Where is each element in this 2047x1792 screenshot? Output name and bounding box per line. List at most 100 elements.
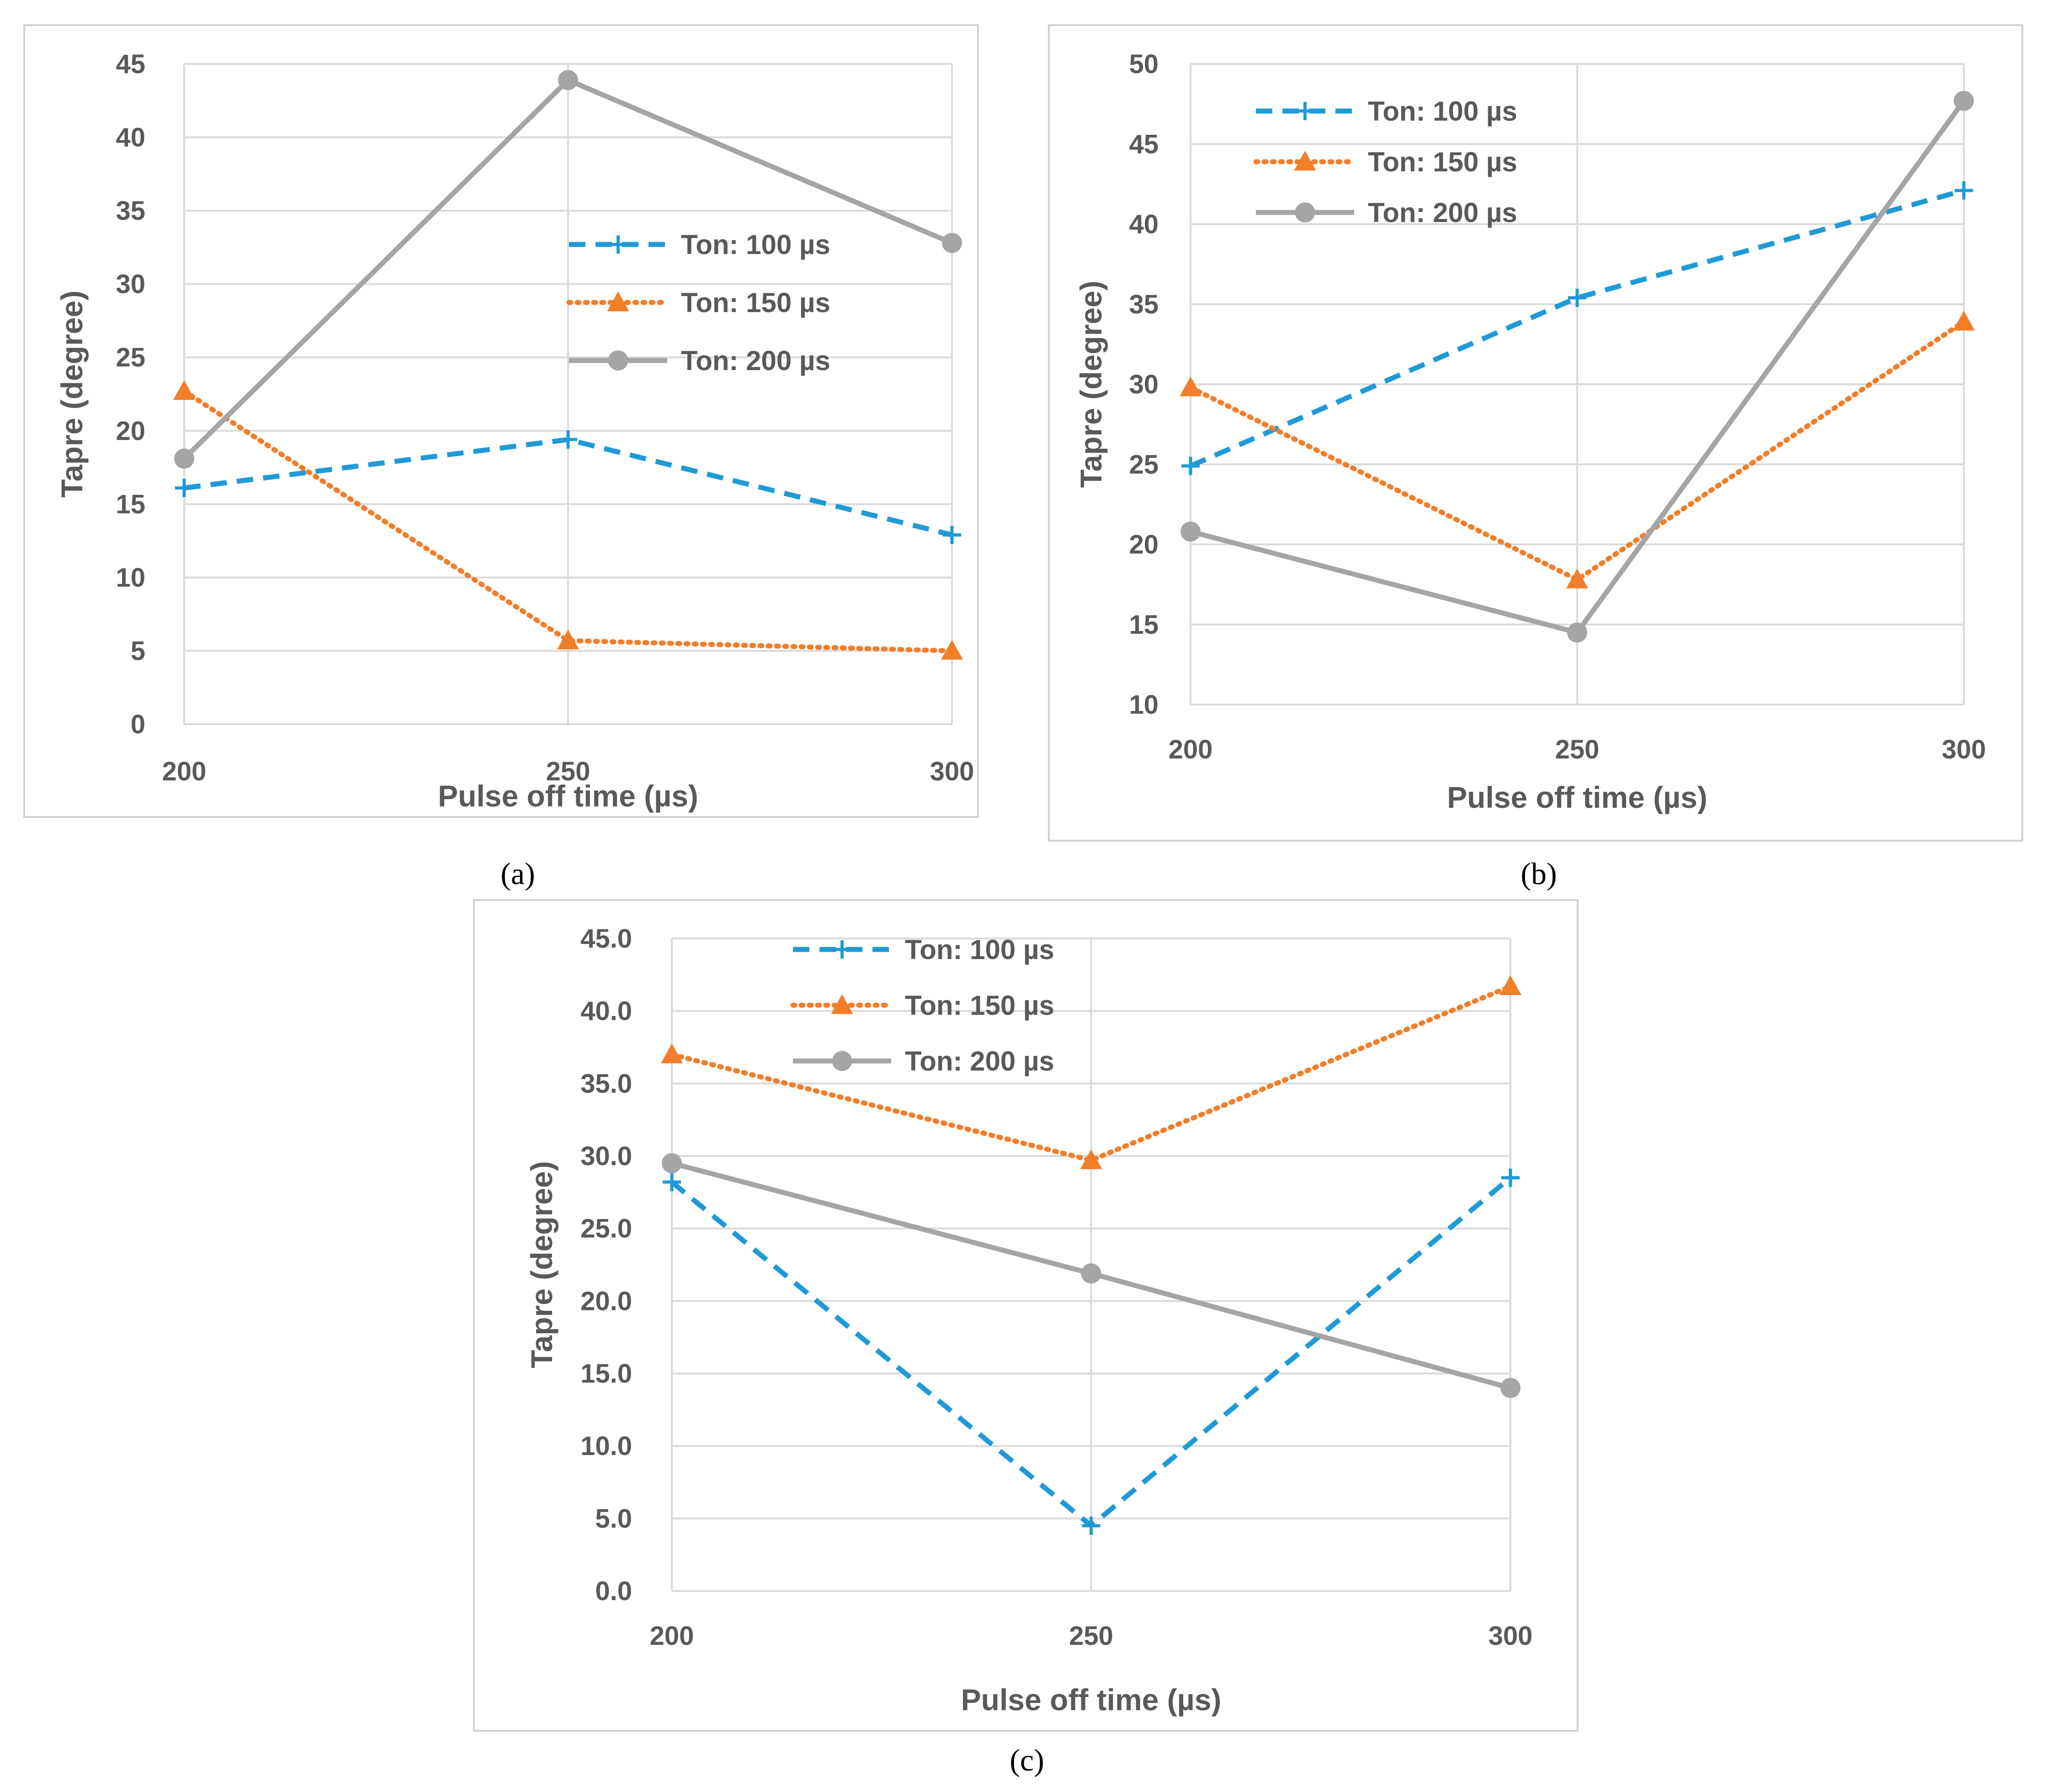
legend-marker-ton-150 — [831, 994, 853, 1014]
data-point-ton-200 — [558, 70, 578, 90]
chart-frame — [473, 899, 1579, 1732]
data-point-ton-200 — [942, 233, 962, 253]
y-tick-label: 20.0 — [580, 1286, 632, 1316]
y-tick-label: 10 — [1129, 690, 1159, 720]
x-tick-label: 250 — [546, 757, 590, 786]
y-tick-label: 35.0 — [580, 1069, 632, 1098]
x-axis-title: Pulse off time (µs) — [438, 779, 698, 813]
y-tick-label: 45.0 — [580, 924, 632, 954]
legend: Ton: 100 µs Ton: 150 µs Ton: 200 µs — [566, 229, 830, 376]
y-tick-label: 35 — [1129, 290, 1159, 319]
data-point-ton-150 — [1080, 1149, 1102, 1169]
series-line-ton-150 — [181, 388, 955, 653]
legend-marker-ton-200 — [1295, 202, 1315, 223]
y-tick-label: 15 — [116, 489, 145, 519]
data-point-ton-100 — [175, 479, 193, 498]
y-tick-label: 5.0 — [595, 1504, 632, 1533]
x-tick-label: 300 — [930, 757, 974, 786]
x-tick-label: 300 — [1489, 1621, 1533, 1651]
y-tick-label: 45 — [1129, 129, 1159, 159]
data-point-ton-200 — [1500, 1378, 1521, 1398]
x-tick-label: 300 — [1942, 735, 1986, 764]
legend-marker-ton-100 — [1296, 102, 1314, 120]
x-tick-label: 250 — [1555, 735, 1600, 764]
data-point-ton-200 — [662, 1153, 682, 1173]
data-point-ton-200 — [1954, 90, 1974, 111]
legend: Ton: 100 µs Ton: 150 µs Ton: 200 µs — [790, 934, 1054, 1076]
legend-marker-ton-100 — [609, 235, 627, 254]
y-tick-label: 0.0 — [595, 1576, 632, 1606]
data-point-ton-100 — [1955, 181, 1973, 200]
y-tick-label: 25.0 — [580, 1214, 632, 1244]
legend-marker-ton-200 — [608, 350, 628, 371]
data-point-ton-150 — [941, 640, 963, 660]
chart-caption: (b) — [1521, 856, 1557, 891]
x-tick-label: 250 — [1069, 1621, 1113, 1651]
legend-marker-ton-150 — [607, 292, 629, 312]
y-tick-label: 30.0 — [580, 1141, 632, 1171]
y-tick-label: 40 — [1129, 210, 1159, 239]
x-tick-label: 200 — [650, 1621, 694, 1651]
chart-frame — [1048, 24, 2023, 842]
x-axis-title: Pulse off time (µs) — [1447, 780, 1707, 814]
legend-label: Ton: 200 µs — [681, 345, 830, 376]
y-tick-label: 40.0 — [580, 997, 632, 1026]
chart-frame — [23, 24, 979, 818]
legend-label: Ton: 200 µs — [905, 1046, 1054, 1076]
x-axis-title: Pulse off time (µs) — [961, 1683, 1222, 1717]
legend-marker-ton-150 — [1294, 151, 1316, 171]
y-tick-label: 20 — [116, 416, 145, 446]
y-tick-label: 25 — [116, 343, 145, 372]
legend-label: Ton: 100 µs — [681, 229, 830, 260]
data-point-ton-100 — [559, 430, 577, 449]
legend-label: Ton: 150 µs — [905, 990, 1054, 1021]
y-tick-label: 15 — [1129, 610, 1159, 640]
data-point-ton-150 — [1566, 568, 1588, 588]
chart-c: 0.0 5.0 10.0 15.0 20.0 25.0 30.0 35.0 40.0 45.0 20… — [473, 899, 1579, 1732]
x-tick-label: 200 — [162, 757, 207, 786]
y-tick-label: 45 — [116, 49, 145, 79]
y-axis-title: Tapre (degree) — [525, 1161, 558, 1368]
y-tick-label: 10 — [116, 563, 145, 593]
data-point-ton-150 — [1953, 311, 1975, 331]
chart-caption: (c) — [1010, 1743, 1044, 1777]
data-point-ton-150 — [1499, 975, 1521, 995]
y-axis-title: Tapre (degree) — [1074, 281, 1108, 488]
legend-label: Ton: 150 µs — [681, 287, 830, 318]
series-line-ton-100 — [1189, 188, 1965, 468]
legend: Ton: 100 µs Ton: 150 µs Ton: 200 µs — [1253, 96, 1517, 228]
data-point-ton-100 — [1082, 1516, 1101, 1535]
legend-label: Ton: 100 µs — [905, 934, 1054, 965]
chart-caption: (a) — [500, 856, 535, 891]
y-tick-label: 25 — [1129, 450, 1159, 479]
legend-label: Ton: 200 µs — [1368, 197, 1517, 228]
chart-a: 0 5 10 15 20 25 30 35 40 45 200 250 300 Pulse off tim… — [23, 24, 979, 818]
y-tick-label: 0 — [131, 710, 145, 739]
data-point-ton-150 — [1180, 376, 1202, 397]
data-point-ton-150 — [173, 380, 195, 400]
data-point-ton-200 — [1567, 622, 1587, 643]
legend-marker-ton-200 — [832, 1051, 852, 1071]
data-point-ton-100 — [1568, 288, 1586, 307]
x-tick-label: 200 — [1169, 735, 1213, 764]
y-axis-title: Tapre (degree) — [55, 291, 89, 498]
data-point-ton-200 — [1081, 1263, 1101, 1284]
data-point-ton-100 — [663, 1173, 681, 1192]
data-point-ton-100 — [1181, 456, 1200, 475]
y-tick-label: 30 — [1129, 370, 1159, 399]
y-tick-label: 50 — [1129, 49, 1159, 79]
y-tick-label: 30 — [116, 270, 145, 299]
data-point-ton-100 — [1501, 1168, 1520, 1187]
data-point-ton-200 — [1180, 521, 1201, 542]
data-point-ton-200 — [174, 448, 194, 469]
chart-b: 10 15 20 25 30 35 40 45 50 200 250 300 Pulse off tim… — [1048, 24, 2023, 842]
y-tick-label: 5 — [131, 636, 145, 666]
data-point-ton-100 — [943, 525, 961, 544]
legend-label: Ton: 150 µs — [1368, 147, 1517, 177]
y-tick-label: 35 — [116, 196, 145, 226]
data-point-ton-150 — [661, 1043, 683, 1064]
y-tick-label: 15.0 — [580, 1359, 632, 1389]
data-point-ton-150 — [557, 629, 579, 650]
legend-marker-ton-100 — [833, 940, 851, 959]
